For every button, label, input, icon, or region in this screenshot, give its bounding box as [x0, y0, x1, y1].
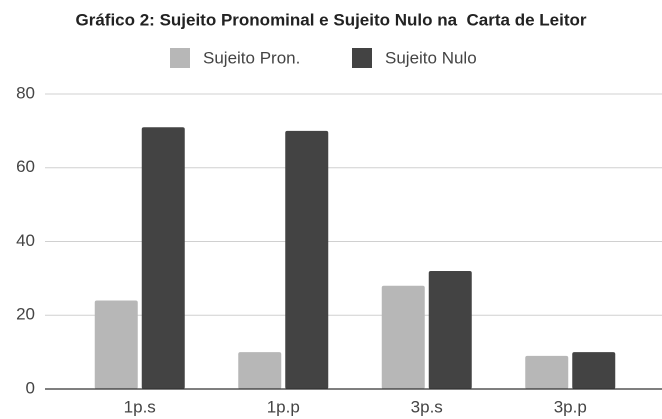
legend-swatch: [352, 48, 372, 68]
x-tick-label: 3p.p: [554, 397, 587, 416]
bar: [572, 352, 616, 389]
bar: [94, 300, 138, 389]
legend-label: Sujeito Nulo: [385, 48, 477, 67]
bar: [238, 352, 282, 389]
chart-title: Gráfico 2: Sujeito Pronominal e Sujeito …: [75, 10, 586, 29]
bar: [285, 130, 329, 389]
y-tick-label: 60: [16, 157, 35, 176]
bar: [525, 355, 569, 389]
x-tick-label: 3p.s: [411, 397, 443, 416]
bar: [141, 127, 185, 389]
y-tick-label: 40: [16, 231, 35, 250]
x-tick-label: 1p.s: [124, 397, 156, 416]
y-tick-label: 20: [16, 305, 35, 324]
y-tick-label: 0: [26, 378, 35, 397]
bar: [428, 271, 472, 389]
y-tick-label: 80: [16, 83, 35, 102]
x-tick-label: 1p.p: [267, 397, 300, 416]
legend-swatch: [170, 48, 190, 68]
bar: [381, 285, 425, 389]
legend-label: Sujeito Pron.: [203, 48, 300, 67]
